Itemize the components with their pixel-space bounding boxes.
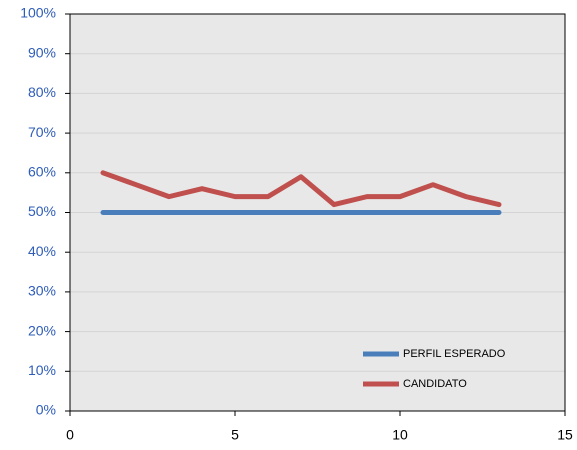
y-tick-label: 20% [28, 322, 56, 338]
legend-label: PERFIL ESPERADO [403, 348, 506, 360]
x-tick-label: 10 [392, 427, 408, 443]
x-tick-label: 0 [66, 427, 74, 443]
plot-border [69, 13, 566, 412]
legend-label: CANDIDATO [403, 378, 467, 390]
y-tick-label: 50% [28, 203, 56, 219]
y-tick-label: 60% [28, 164, 56, 180]
x-tick-label: 15 [557, 427, 573, 443]
y-tick-label: 70% [28, 124, 56, 140]
y-tick-label: 90% [28, 44, 56, 60]
y-tick-label: 40% [28, 243, 56, 259]
y-tick-label: 30% [28, 283, 56, 299]
y-tick-label: 100% [20, 5, 56, 21]
x-tick-label: 5 [231, 427, 239, 443]
y-tick-label: 80% [28, 84, 56, 100]
series-line [100, 170, 502, 208]
y-tick-label: 10% [28, 362, 56, 378]
y-tick-label: 0% [36, 402, 56, 418]
